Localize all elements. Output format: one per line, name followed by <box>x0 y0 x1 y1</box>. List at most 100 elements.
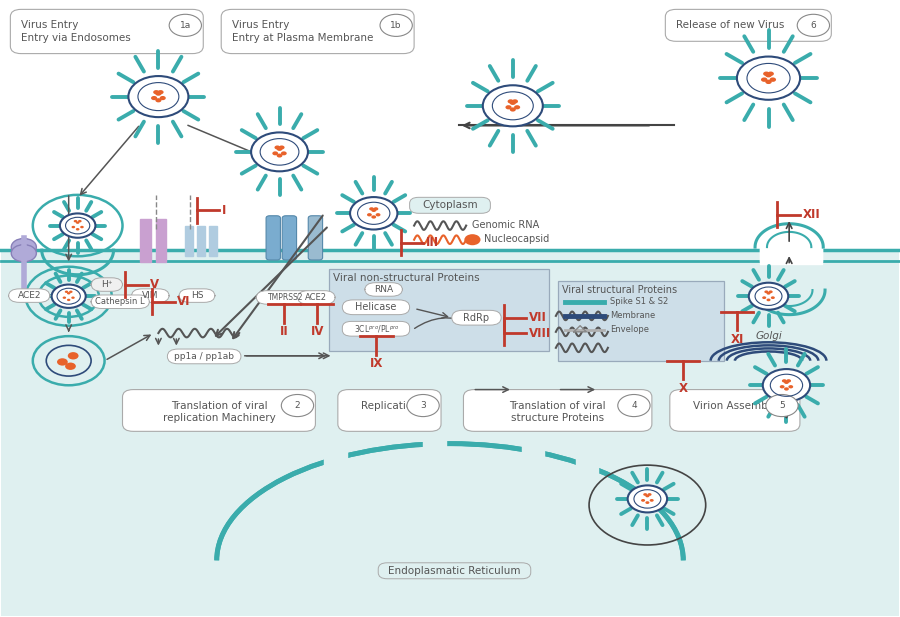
FancyBboxPatch shape <box>558 281 724 361</box>
Circle shape <box>12 244 36 262</box>
FancyBboxPatch shape <box>266 216 281 260</box>
FancyBboxPatch shape <box>179 289 215 302</box>
FancyBboxPatch shape <box>670 389 800 431</box>
Circle shape <box>372 209 376 212</box>
Circle shape <box>779 385 785 389</box>
Text: Release of new Virus: Release of new Virus <box>676 20 785 30</box>
Circle shape <box>482 85 543 126</box>
Circle shape <box>281 151 287 155</box>
FancyBboxPatch shape <box>378 563 531 579</box>
Text: 6: 6 <box>811 21 816 30</box>
Circle shape <box>158 90 164 94</box>
Circle shape <box>12 239 36 255</box>
Text: Entry via Endosomes: Entry via Endosomes <box>21 33 130 43</box>
Text: Translation of viral: Translation of viral <box>509 400 606 411</box>
Circle shape <box>67 292 70 294</box>
Text: RNA: RNA <box>374 285 393 294</box>
Circle shape <box>767 299 770 301</box>
Text: XII: XII <box>803 208 821 221</box>
FancyBboxPatch shape <box>464 389 652 431</box>
Text: Endoplasmatic Reticulum: Endoplasmatic Reticulum <box>388 566 521 576</box>
Text: Genomic RNA: Genomic RNA <box>472 220 539 230</box>
Text: VI: VI <box>177 296 191 308</box>
Circle shape <box>407 394 439 416</box>
FancyBboxPatch shape <box>364 283 402 296</box>
Text: Virus Entry: Virus Entry <box>232 20 290 30</box>
Circle shape <box>641 499 645 502</box>
Circle shape <box>380 14 412 36</box>
Text: TMPRSS2: TMPRSS2 <box>267 293 303 302</box>
Circle shape <box>627 486 667 513</box>
Circle shape <box>76 228 79 231</box>
Text: VIM: VIM <box>142 291 158 300</box>
Circle shape <box>763 72 769 76</box>
FancyBboxPatch shape <box>11 9 203 54</box>
Circle shape <box>68 352 78 360</box>
Text: Viral non-structural Proteins: Viral non-structural Proteins <box>333 273 480 283</box>
Text: IV: IV <box>310 325 324 338</box>
FancyBboxPatch shape <box>283 216 297 260</box>
Circle shape <box>51 284 86 308</box>
Text: Nucleocapsid: Nucleocapsid <box>484 234 549 244</box>
Circle shape <box>508 99 514 104</box>
Circle shape <box>645 495 650 497</box>
Text: 1b: 1b <box>391 21 402 30</box>
FancyBboxPatch shape <box>9 289 50 302</box>
Circle shape <box>650 499 653 502</box>
Circle shape <box>156 91 161 96</box>
Circle shape <box>80 226 84 228</box>
Circle shape <box>74 220 77 222</box>
Circle shape <box>76 222 79 224</box>
Circle shape <box>350 197 398 230</box>
Circle shape <box>506 105 511 109</box>
Circle shape <box>169 14 202 36</box>
Circle shape <box>769 291 773 293</box>
FancyBboxPatch shape <box>665 9 832 41</box>
Circle shape <box>375 213 381 217</box>
FancyBboxPatch shape <box>221 9 414 54</box>
Circle shape <box>129 76 188 117</box>
Circle shape <box>151 96 158 100</box>
FancyBboxPatch shape <box>338 389 441 431</box>
Bar <box>140 220 151 262</box>
Text: 1a: 1a <box>180 21 191 30</box>
Circle shape <box>749 283 788 310</box>
Text: Cytoplasm: Cytoplasm <box>422 201 478 210</box>
Circle shape <box>788 385 793 389</box>
Text: Translation of viral: Translation of viral <box>171 400 267 411</box>
Circle shape <box>65 291 68 293</box>
Text: H⁺: H⁺ <box>101 280 112 289</box>
Circle shape <box>67 299 70 301</box>
Text: RdRp: RdRp <box>464 313 490 323</box>
Text: IX: IX <box>370 357 383 370</box>
Circle shape <box>766 394 798 416</box>
Circle shape <box>765 73 771 77</box>
Text: II: II <box>280 325 288 338</box>
FancyBboxPatch shape <box>410 197 490 213</box>
Circle shape <box>65 363 76 370</box>
Text: 3CL$^{pro}$/PL$^{pro}$: 3CL$^{pro}$/PL$^{pro}$ <box>354 323 400 334</box>
Circle shape <box>282 394 313 416</box>
Circle shape <box>787 379 791 383</box>
Text: HS: HS <box>191 291 203 300</box>
FancyBboxPatch shape <box>342 321 410 336</box>
Text: Helicase: Helicase <box>356 302 397 312</box>
Circle shape <box>367 213 372 217</box>
Circle shape <box>514 105 520 109</box>
Circle shape <box>374 207 378 210</box>
Circle shape <box>159 96 166 100</box>
Circle shape <box>276 147 283 151</box>
FancyBboxPatch shape <box>131 289 169 302</box>
Text: structure Proteins: structure Proteins <box>511 413 604 423</box>
Text: Golgi: Golgi <box>755 331 782 341</box>
Circle shape <box>251 133 308 172</box>
Circle shape <box>279 146 284 149</box>
Bar <box>209 226 217 256</box>
Circle shape <box>153 90 159 94</box>
FancyBboxPatch shape <box>308 216 322 260</box>
FancyBboxPatch shape <box>91 278 122 291</box>
Text: Entry at Plasma Membrane: Entry at Plasma Membrane <box>232 33 374 43</box>
Circle shape <box>156 98 161 102</box>
Text: Replication: Replication <box>361 400 419 411</box>
Circle shape <box>762 296 766 299</box>
